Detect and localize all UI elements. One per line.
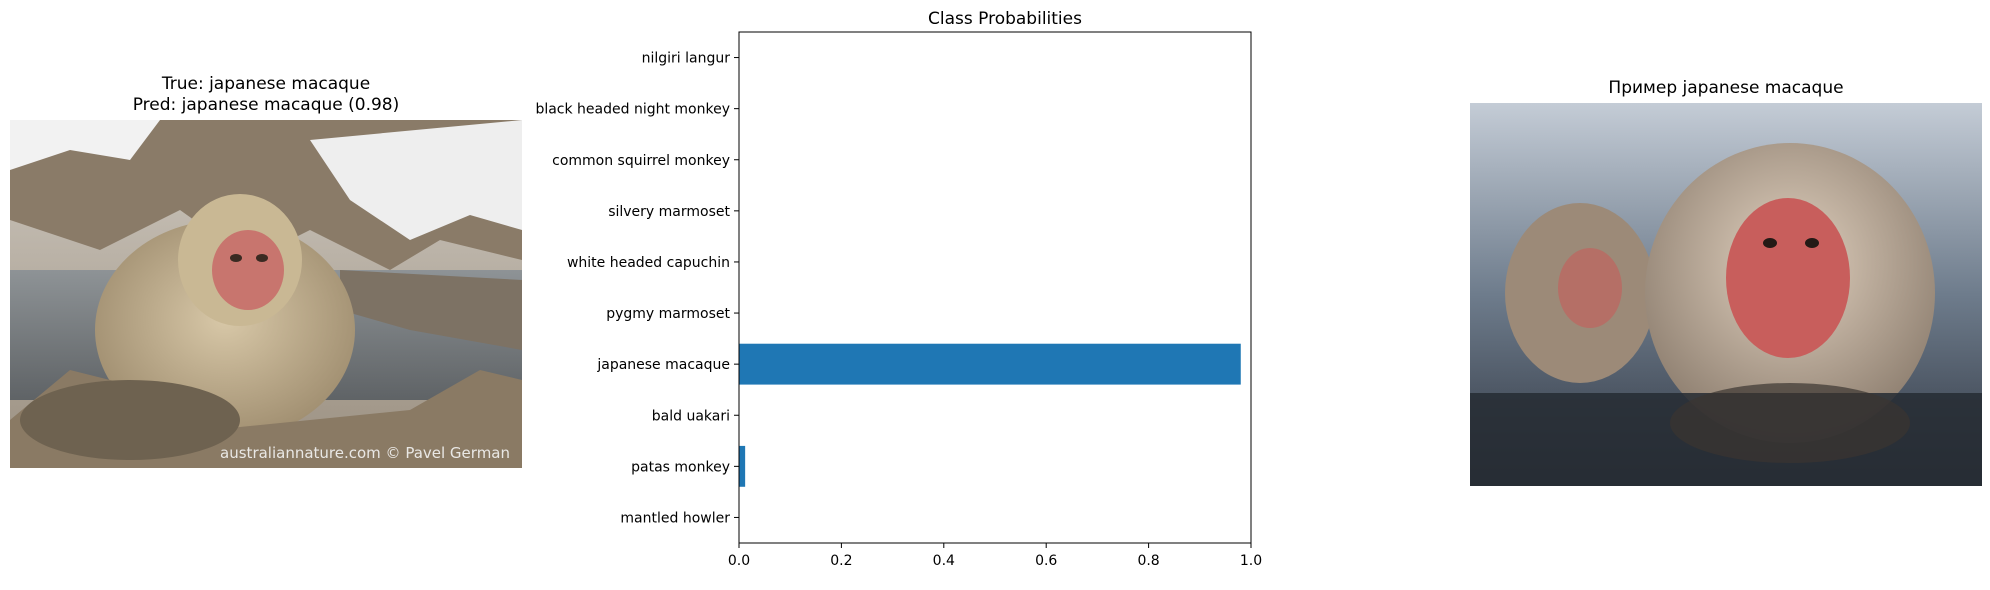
x-tick-label: 0.4 [933,553,955,569]
y-tick-label: white headed capuchin [567,255,730,271]
right-title: Пример japanese macaque [1608,78,1844,98]
bar-patas-monkey [739,445,746,487]
x-tick-label: 0.2 [830,553,852,569]
y-tick-label: patas monkey [631,459,730,475]
x-tick-label: 0.0 [728,553,750,569]
y-tick-label: mantled howler [620,510,730,526]
plot-frame [738,31,1252,544]
photo-watermark: australiannature.com © Pavel German [220,444,510,462]
chart-title: Class Probabilities [928,9,1082,29]
left-title-line1: True: japanese macaque [161,74,371,94]
y-tick-label: bald uakari [652,408,730,424]
x-tick-label: 1.0 [1240,553,1262,569]
macaque-photo-left: australiannature.com © Pavel German [10,120,522,468]
x-tick-label: 0.6 [1035,553,1057,569]
x-tick-label: 0.8 [1137,553,1159,569]
y-tick-label: pygmy marmoset [606,306,730,322]
y-tick-label: common squirrel monkey [552,153,730,169]
macaque-photo-right [1470,103,1982,486]
y-tick-label: silvery marmoset [608,204,730,220]
left-title-line2: Pred: japanese macaque (0.98) [132,95,400,115]
y-tick-label: japanese macaque [596,357,730,373]
y-tick-label: nilgiri langur [642,51,731,67]
y-tick-label: black headed night monkey [535,102,730,118]
bar-japanese-macaque [739,343,1241,385]
